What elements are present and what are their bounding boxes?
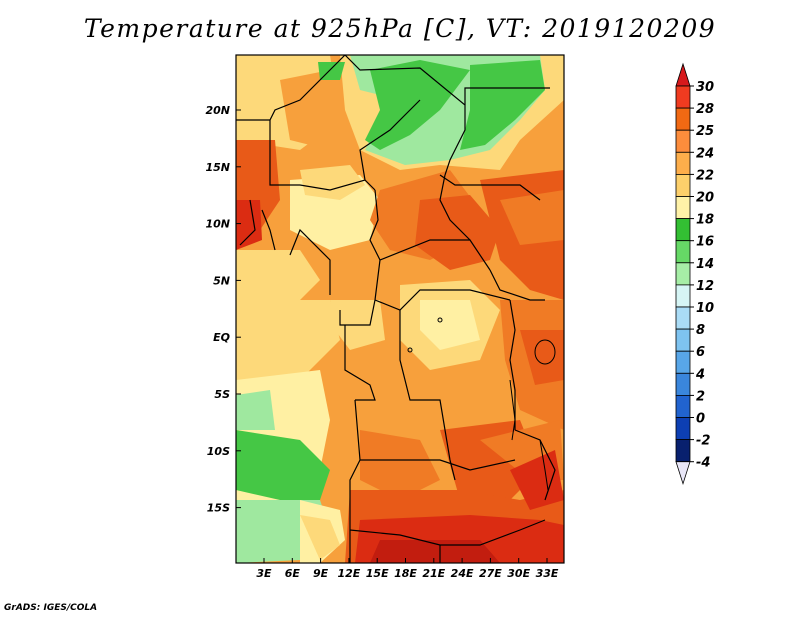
colorbar-label: 12 bbox=[696, 279, 714, 294]
colorbar-swatch bbox=[675, 151, 691, 175]
colorbar-swatch bbox=[675, 107, 691, 131]
lat-label: 20N bbox=[205, 104, 230, 117]
colorbar-label: 22 bbox=[696, 168, 714, 183]
lon-label: 21E bbox=[422, 567, 445, 580]
lon-label: 24E bbox=[451, 567, 474, 580]
colorbar-swatch bbox=[675, 173, 691, 197]
colorbar-label: 16 bbox=[696, 235, 714, 250]
colorbar-label: 25 bbox=[696, 124, 714, 139]
lon-label: 30E bbox=[507, 567, 530, 580]
lat-label: 5S bbox=[214, 388, 230, 401]
lat-label: EQ bbox=[213, 331, 230, 344]
colorbar-bottom-arrow bbox=[675, 461, 691, 486]
lon-label: 18E bbox=[394, 567, 417, 580]
colorbar-label: 2 bbox=[696, 389, 705, 404]
lat-label: 10S bbox=[207, 445, 230, 458]
lon-label: 3E bbox=[256, 567, 272, 580]
lon-label: 12E bbox=[337, 567, 360, 580]
colorbar-label: 4 bbox=[695, 367, 705, 382]
longitude-axis: 3E 6E 9E 12E 15E 18E 21E 24E 27E 30E 33E bbox=[256, 558, 559, 580]
colorbar-label: 28 bbox=[696, 102, 714, 117]
lat-label: 15N bbox=[205, 161, 230, 174]
map-frame bbox=[235, 54, 565, 564]
colorbar-label: 30 bbox=[696, 80, 714, 95]
lon-label: 6E bbox=[285, 567, 301, 580]
colorbar-label: 10 bbox=[696, 301, 714, 316]
colorbar-swatch bbox=[675, 350, 691, 374]
country-borders bbox=[236, 55, 556, 563]
lon-label: 9E bbox=[313, 567, 329, 580]
colorbar-swatch bbox=[675, 85, 691, 109]
colorbar-swatch bbox=[675, 284, 691, 308]
colorbar-swatch bbox=[675, 394, 691, 418]
colorbar-label: -2 bbox=[696, 434, 710, 449]
colorbar-label: 0 bbox=[696, 412, 705, 427]
lat-label: 15S bbox=[207, 502, 230, 515]
latitude-axis: 20N 15N 10N 5N EQ 5S 10S 15S bbox=[205, 104, 241, 515]
lat-label: 5N bbox=[213, 274, 230, 287]
lon-label: 15E bbox=[366, 567, 389, 580]
colorbar-label: 8 bbox=[696, 323, 705, 338]
lon-label: 33E bbox=[536, 567, 559, 580]
colorbar-swatch bbox=[675, 439, 691, 463]
colorbar-swatch bbox=[675, 240, 691, 264]
colorbar-label: 14 bbox=[696, 257, 714, 272]
colorbar-top-arrow bbox=[675, 62, 691, 87]
colorbar-swatch bbox=[675, 417, 691, 441]
temperature-field bbox=[236, 55, 564, 563]
colorbar-label: 20 bbox=[696, 191, 714, 206]
colorbar-label: 18 bbox=[696, 213, 714, 228]
colorbar-label: -4 bbox=[696, 456, 710, 471]
colorbar-label: 24 bbox=[696, 146, 714, 161]
lat-label: 10N bbox=[205, 218, 230, 231]
chart-title: Temperature at 925hPa [C], VT: 201912020… bbox=[83, 14, 717, 43]
footer-credit: GrADS: IGES/COLA bbox=[4, 603, 98, 613]
colorbar-swatch bbox=[675, 196, 691, 220]
colorbar-swatch bbox=[675, 306, 691, 330]
colorbar-swatch bbox=[675, 328, 691, 352]
lakes bbox=[407, 317, 556, 491]
lon-label: 27E bbox=[479, 567, 502, 580]
colorbar-swatch bbox=[675, 372, 691, 396]
colorbar-swatch bbox=[675, 218, 691, 242]
colorbar-label: 6 bbox=[696, 345, 705, 360]
colorbar-swatch bbox=[675, 129, 691, 153]
colorbar-swatch bbox=[675, 262, 691, 286]
